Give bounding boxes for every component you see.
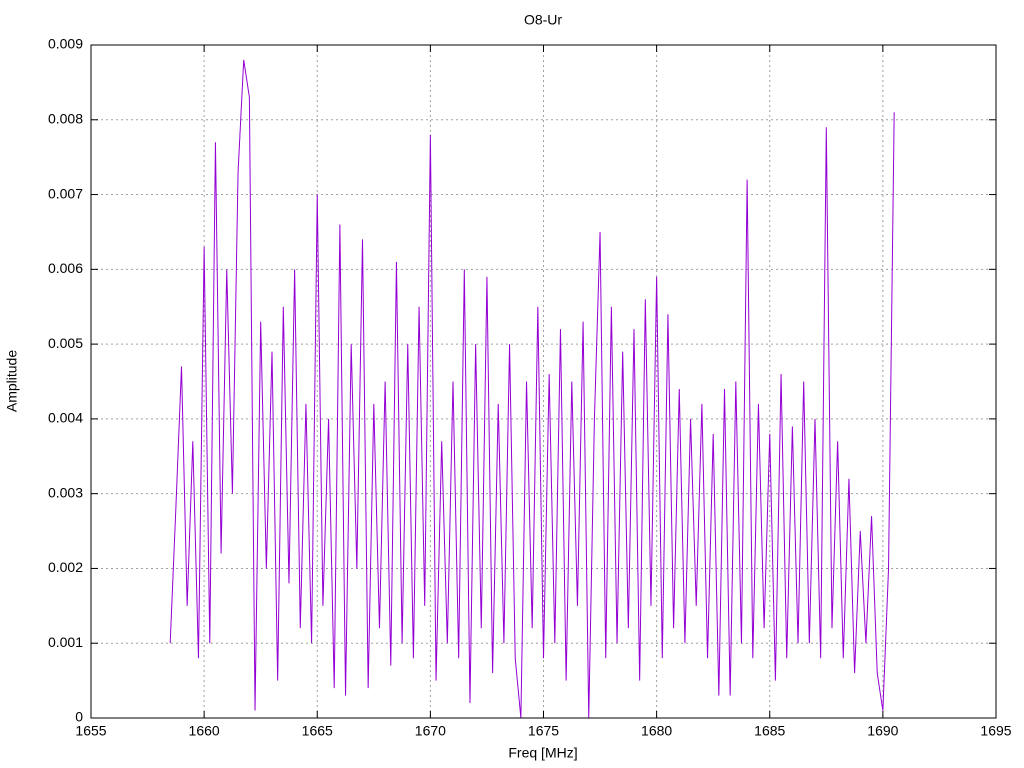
plot-border	[90, 44, 997, 719]
y-tick-label: 0.003	[48, 484, 83, 500]
y-axis-label: Amplitude	[4, 350, 20, 412]
x-tick-label: 1680	[641, 723, 672, 739]
x-tick-label: 1690	[867, 723, 898, 739]
x-axis-label: Freq [MHz]	[508, 745, 577, 761]
x-tick-label: 1665	[302, 723, 333, 739]
y-tick-label: 0.005	[48, 335, 83, 351]
y-tick-label: 0.002	[48, 559, 83, 575]
data-line	[169, 59, 895, 719]
y-tick-label: 0	[75, 709, 83, 725]
x-tick-label: 1655	[75, 723, 106, 739]
y-tick-label: 0.006	[48, 260, 83, 276]
y-tick-label: 0.009	[48, 36, 83, 52]
x-tick-label: 1675	[528, 723, 559, 739]
x-tick-label: 1695	[980, 723, 1011, 739]
x-tick-label: 1660	[189, 723, 220, 739]
y-tick-label: 0.007	[48, 185, 83, 201]
x-tick-label: 1670	[415, 723, 446, 739]
chart-title: O8-Ur	[524, 12, 562, 28]
y-tick-label: 0.004	[48, 410, 83, 426]
x-tick-label: 1685	[754, 723, 785, 739]
y-tick-label: 0.008	[48, 110, 83, 126]
y-tick-label: 0.001	[48, 634, 83, 650]
